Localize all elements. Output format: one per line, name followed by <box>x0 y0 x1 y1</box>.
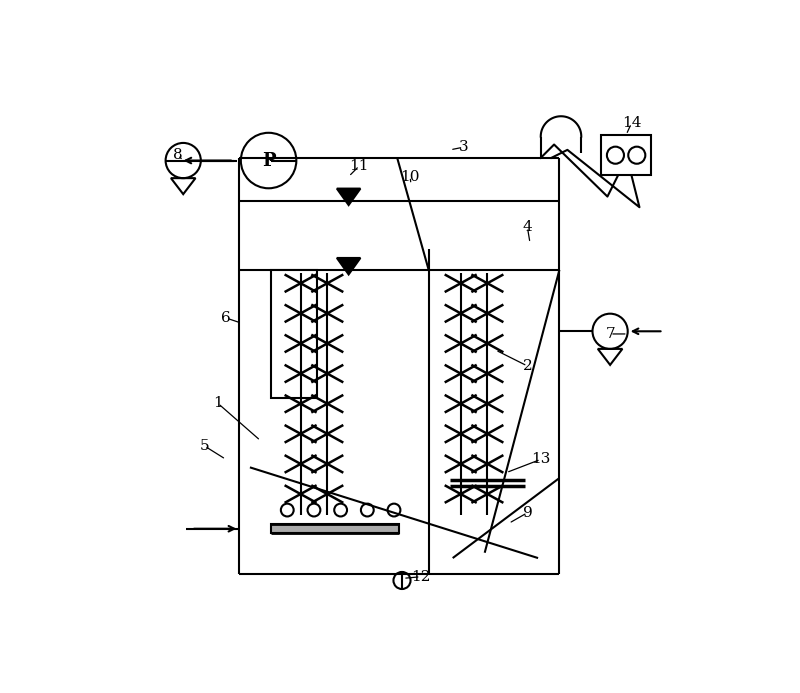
Text: 5: 5 <box>200 439 210 453</box>
Text: 9: 9 <box>522 506 532 520</box>
Polygon shape <box>337 188 360 205</box>
Bar <box>271 270 317 398</box>
Text: 7: 7 <box>606 327 615 341</box>
Text: 8: 8 <box>173 148 182 162</box>
Text: 1: 1 <box>213 396 222 410</box>
Text: 11: 11 <box>350 159 369 173</box>
Bar <box>271 525 399 533</box>
Polygon shape <box>337 258 360 274</box>
Text: 14: 14 <box>622 116 641 130</box>
Text: 3: 3 <box>458 140 468 155</box>
Bar <box>601 135 651 175</box>
Text: 12: 12 <box>411 570 430 584</box>
Text: 10: 10 <box>400 170 420 184</box>
Text: 6: 6 <box>221 311 230 325</box>
Text: P: P <box>262 152 275 170</box>
Text: 4: 4 <box>522 220 532 234</box>
Text: 13: 13 <box>531 453 550 466</box>
Text: 2: 2 <box>522 359 532 373</box>
